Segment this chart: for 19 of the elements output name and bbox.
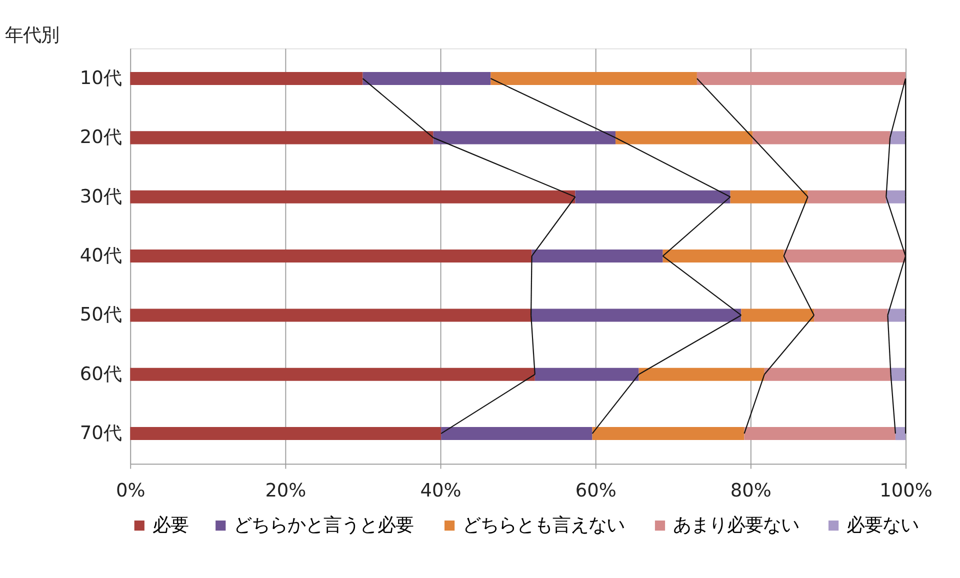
- x-tick-label: 0%: [116, 480, 146, 502]
- x-tick-label: 60%: [575, 480, 616, 502]
- y-tick-label: 30代: [80, 186, 122, 208]
- y-tick-label: 10代: [80, 68, 122, 90]
- x-tick-label: 100%: [880, 480, 932, 502]
- legend-label: あまり必要ない: [672, 515, 799, 536]
- y-tick-label: 40代: [80, 246, 122, 267]
- legend-label: どちらとも言えない: [462, 515, 624, 536]
- x-tick-label: 20%: [265, 480, 306, 502]
- y-tick-label: 20代: [80, 127, 122, 148]
- x-tick-label: 80%: [730, 480, 772, 502]
- legend-label: どちらかと言うと必要: [234, 515, 414, 536]
- y-tick-label: 70代: [80, 423, 122, 444]
- x-tick-label: 40%: [420, 480, 462, 502]
- y-tick-label: 50代: [80, 304, 122, 326]
- legend-label: 必要: [152, 515, 188, 536]
- legend-label: 必要ない: [846, 515, 918, 536]
- y-tick-label: 60代: [80, 364, 122, 385]
- y-axis-title: 年代別: [5, 24, 60, 46]
